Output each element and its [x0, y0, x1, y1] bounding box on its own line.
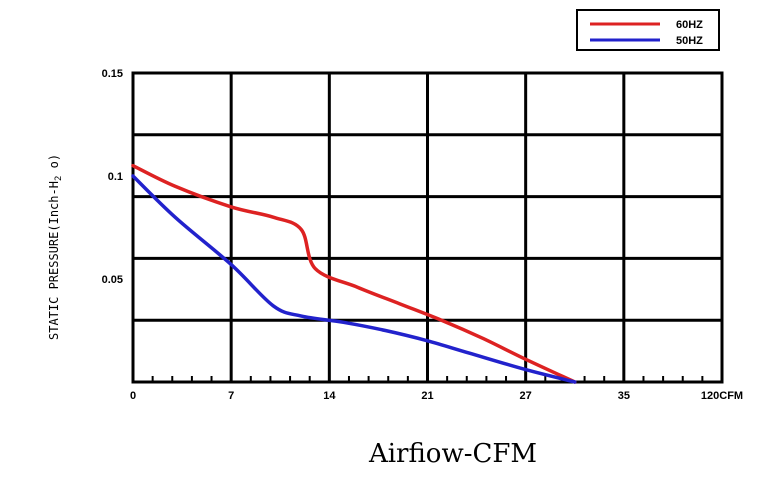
x-tick-label: 0	[130, 390, 136, 402]
legend-label-50hz: 50HZ	[676, 35, 703, 47]
x-tick-labels: 0 7 14 21 27 35 120CFM	[130, 390, 743, 402]
legend-label-60hz: 60HZ	[676, 19, 703, 31]
legend-box	[576, 9, 720, 51]
minor-ticks	[151, 376, 704, 382]
x-axis-label: Airfiow-CFM	[368, 439, 537, 469]
series-line-60hz	[131, 163, 577, 384]
x-tick-label: 35	[618, 390, 630, 402]
y-axis-label: STATIC PRESSURE(Inch-H2 o)	[47, 154, 64, 340]
y-tick-labels: 0.15 0.1 0.05	[102, 68, 123, 286]
y-tick-label: 0.05	[102, 274, 123, 286]
legend: 60HZ 50HZ	[576, 9, 720, 51]
x-tick-label: 21	[421, 390, 433, 402]
y-axis-label-end: o)	[47, 154, 61, 176]
y-axis-label-subscript: 2	[54, 176, 64, 181]
x-tick-label: 120CFM	[701, 390, 743, 402]
y-tick-label: 0.15	[102, 68, 123, 80]
plot-frame	[131, 71, 724, 384]
x-tick-label: 14	[323, 390, 336, 402]
series-layer	[131, 163, 577, 384]
x-tick-label: 7	[228, 390, 234, 402]
series-line-50hz	[131, 174, 577, 384]
y-axis-label-main: STATIC PRESSURE(Inch-H	[47, 181, 61, 340]
y-tick-label: 0.1	[108, 171, 123, 183]
grid-lines	[133, 73, 722, 382]
x-tick-label: 27	[520, 390, 532, 402]
